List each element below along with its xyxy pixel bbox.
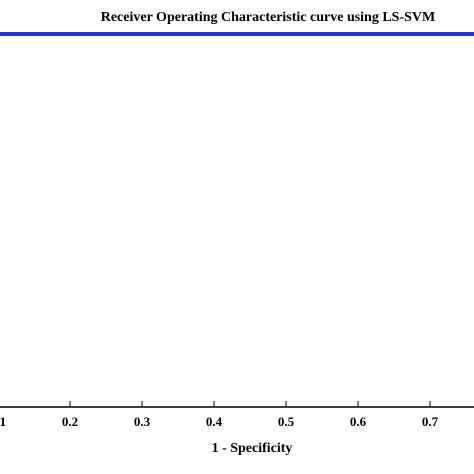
- x-tick-label: 0.1: [0, 414, 6, 429]
- x-tick-label: 0.6: [350, 414, 367, 429]
- x-tick-label: 0.4: [206, 414, 223, 429]
- x-tick-label: 0.3: [134, 414, 151, 429]
- chart-title: Receiver Operating Characteristic curve …: [101, 10, 436, 25]
- x-tick-label: 0.7: [422, 414, 439, 429]
- x-axis-label: 1 - Specificity: [212, 441, 293, 456]
- x-tick-label: 0.2: [62, 414, 78, 429]
- x-tick-label: 0.5: [278, 414, 295, 429]
